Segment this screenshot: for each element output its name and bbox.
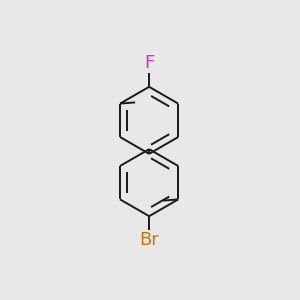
Text: Br: Br <box>139 231 159 249</box>
Text: F: F <box>144 54 154 72</box>
